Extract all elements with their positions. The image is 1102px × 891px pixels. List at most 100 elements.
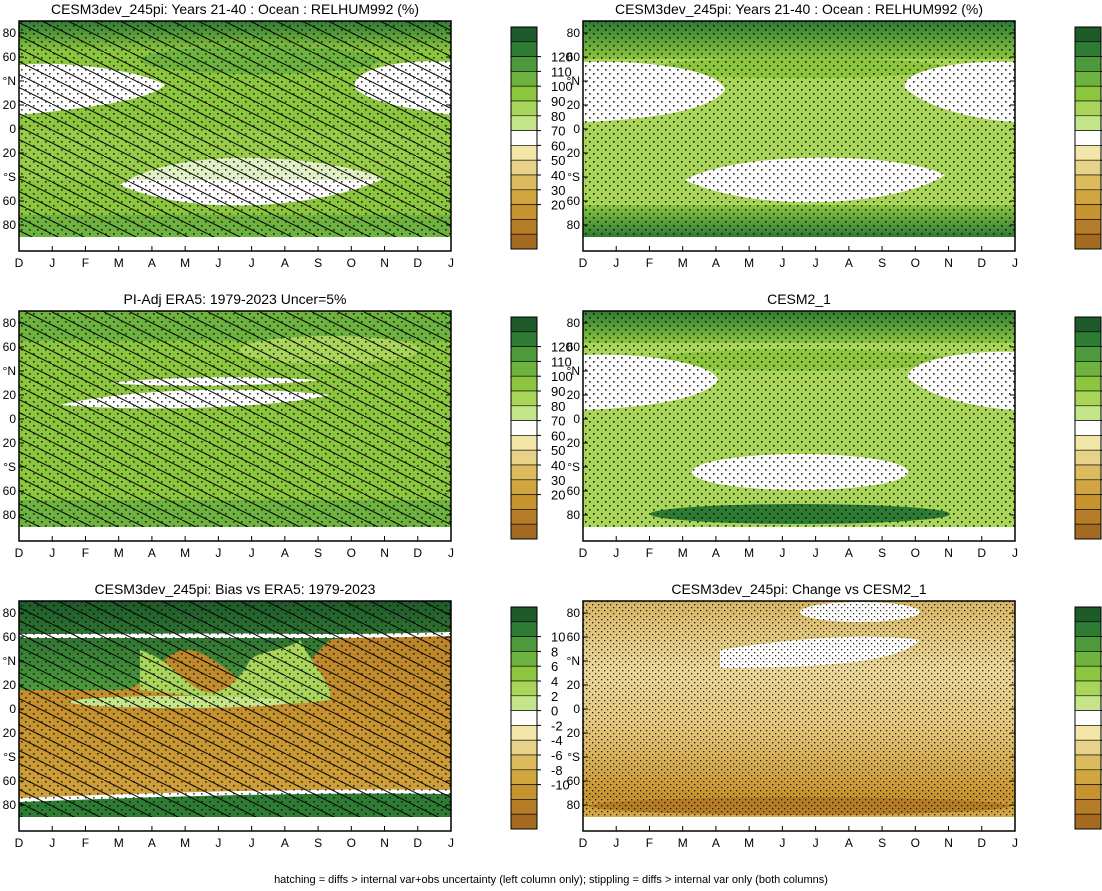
panel-title: CESM3dev_245pi: Years 21-40 : Ocean : RE… xyxy=(615,1,983,17)
y-tick-label: 60 xyxy=(3,774,17,788)
colorbar-swatch xyxy=(1074,710,1102,726)
colorbar-tick-label: 120 xyxy=(551,50,573,65)
colorbar-swatch xyxy=(1074,56,1102,72)
colorbar-swatch xyxy=(1074,769,1102,785)
colorbar-tick-label: 2 xyxy=(551,689,558,704)
x-tick-label: O xyxy=(911,546,920,560)
x-tick-label: A xyxy=(845,836,853,850)
colorbar-swatch xyxy=(1074,621,1102,637)
x-tick-label: A xyxy=(845,256,853,270)
colorbar-tick-label: 90 xyxy=(551,384,565,399)
colorbar-swatch xyxy=(510,174,538,191)
colorbar-swatch xyxy=(1074,464,1102,481)
x-tick-label: M xyxy=(678,256,688,270)
plot-frame xyxy=(582,310,1016,542)
colorbar-swatch xyxy=(1074,509,1102,525)
colorbar-frame xyxy=(510,316,538,540)
y-tick-label: 80 xyxy=(567,316,581,330)
x-tick-label: D xyxy=(977,546,986,560)
colorbar-swatch xyxy=(1074,636,1102,652)
colorbar-swatch xyxy=(510,361,538,377)
panel-title: PI-Adj ERA5: 1979-2023 Uncer=5% xyxy=(124,291,347,307)
y-tick-label: 0 xyxy=(573,122,580,136)
colorbar-swatch xyxy=(510,346,538,362)
panel-title: CESM3dev_245pi: Bias vs ERA5: 1979-2023 xyxy=(95,581,376,597)
colorbar-swatch xyxy=(1074,390,1102,407)
footnote: hatching = diffs > internal var+obs unce… xyxy=(274,874,828,886)
x-tick-label: D xyxy=(579,546,588,560)
x-tick-label: D xyxy=(413,836,422,850)
x-tick-label: O xyxy=(347,546,356,560)
axes-and-labels: CESM3dev_245pi: Years 21-40 : Ocean : RE… xyxy=(3,1,1102,850)
colorbar-tick-label: 20 xyxy=(551,488,565,503)
x-tick-label: D xyxy=(413,256,422,270)
y-tick-label: 20 xyxy=(3,678,17,692)
colorbar-swatch xyxy=(510,479,538,495)
colorbar-tick-label: 70 xyxy=(551,124,565,139)
stippling xyxy=(583,601,1015,817)
colorbar-swatch xyxy=(510,189,538,205)
colorbar-swatch xyxy=(1074,725,1102,741)
x-tick-label: A xyxy=(281,256,289,270)
y-tick-label: °S xyxy=(3,460,16,474)
colorbar-swatch xyxy=(510,651,538,667)
colorbar-tick-label: 60 xyxy=(551,428,565,443)
colorbar-tick-label: 110 xyxy=(551,354,572,369)
colorbar-swatch xyxy=(1074,739,1102,756)
x-tick-label: D xyxy=(977,836,986,850)
colorbar-swatch xyxy=(510,435,538,451)
panel-4 xyxy=(582,310,1016,542)
colorbar-swatch xyxy=(1074,449,1102,466)
colorbar-swatch xyxy=(510,204,538,220)
y-tick-label: 0 xyxy=(9,702,16,716)
colorbar-tick-label: 110 xyxy=(551,64,572,79)
x-tick-label: M xyxy=(678,836,688,850)
x-tick-label: J xyxy=(1012,546,1018,560)
colorbar-swatch xyxy=(510,509,538,525)
x-tick-label: F xyxy=(82,546,89,560)
x-tick-label: J xyxy=(215,836,221,850)
field-missing-south xyxy=(583,237,1015,251)
x-tick-label: M xyxy=(180,546,190,560)
field-missing-south xyxy=(583,817,1015,831)
y-tick-label: °S xyxy=(567,170,580,184)
x-tick-label: M xyxy=(744,256,754,270)
plot-frame xyxy=(582,20,1016,252)
x-tick-label: M xyxy=(114,256,124,270)
colorbar-swatch xyxy=(510,813,538,830)
y-tick-label: °S xyxy=(567,460,580,474)
plot-frame xyxy=(18,20,452,252)
y-tick-label: °N xyxy=(567,364,580,378)
panel-5-axes: CESM3dev_245pi: Bias vs ERA5: 1979-2023 D… xyxy=(3,581,570,850)
x-tick-label: A xyxy=(148,836,156,850)
x-tick-label: F xyxy=(646,836,653,850)
x-tick-label: N xyxy=(380,836,389,850)
x-tick-label: F xyxy=(82,836,89,850)
colorbar-tick-label: 8 xyxy=(551,644,558,659)
y-tick-label: 80 xyxy=(3,606,17,620)
colorbar-swatch xyxy=(1074,85,1102,102)
colorbar-swatch xyxy=(1074,189,1102,205)
colorbar-swatch xyxy=(510,56,538,72)
colorbar-swatch xyxy=(1074,479,1102,495)
panel-3-axes: PI-Adj ERA5: 1979-2023 Uncer=5% D J F M A M J J A… xyxy=(3,291,573,560)
colorbar-swatch xyxy=(510,695,538,711)
colorbar-swatch xyxy=(1074,606,1102,623)
colorbar-swatch xyxy=(510,636,538,652)
x-tick-label: J xyxy=(215,546,221,560)
x-tick-label: A xyxy=(845,546,853,560)
x-tick-label: F xyxy=(82,256,89,270)
colorbar-tick-label: 50 xyxy=(551,443,565,458)
y-tick-label: 20 xyxy=(3,98,17,112)
colorbar-tick-label: 80 xyxy=(551,399,565,414)
y-tick-label: 20 xyxy=(567,726,581,740)
y-tick-label: 20 xyxy=(567,146,581,160)
x-tick-label: N xyxy=(944,836,953,850)
x-tick-label: M xyxy=(180,256,190,270)
x-tick-label: J xyxy=(813,836,819,850)
colorbar-tick-label: -10 xyxy=(551,778,570,793)
colorbar-swatch xyxy=(510,85,538,102)
panel-2-axes: CESM3dev_245pi: Years 21-40 : Ocean : RE… xyxy=(567,1,1102,270)
panel-2 xyxy=(582,20,1016,252)
x-tick-label: M xyxy=(744,546,754,560)
